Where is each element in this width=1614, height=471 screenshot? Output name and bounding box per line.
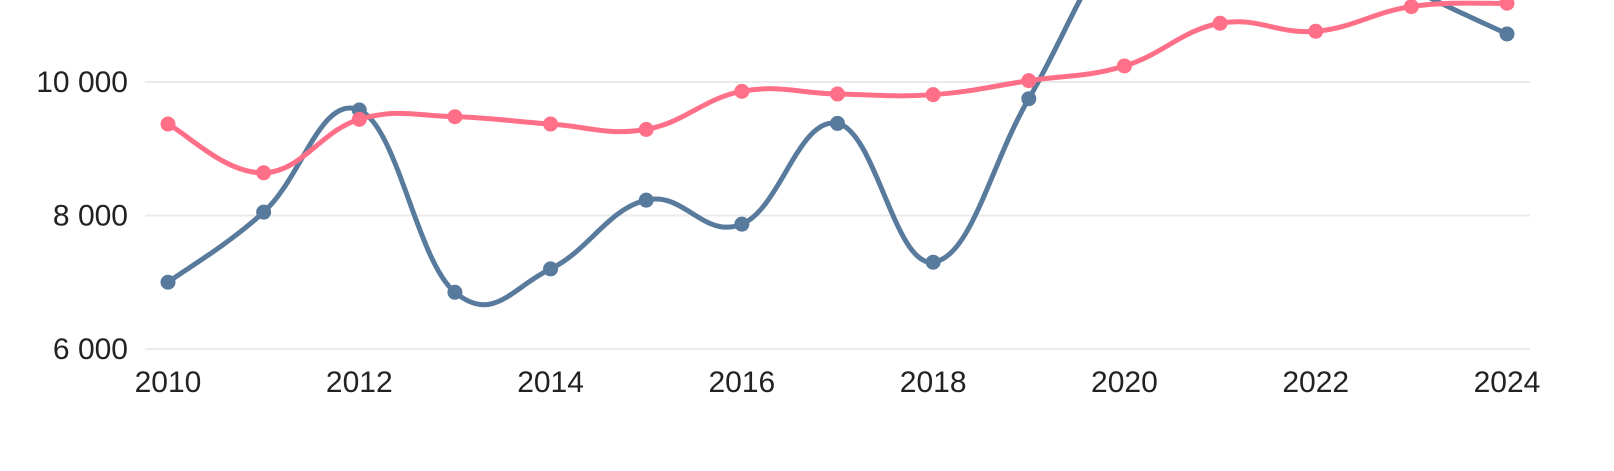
- series-2-point-2018: [925, 87, 941, 103]
- series-2-point-2011: [256, 165, 272, 181]
- series-2-point-2010: [160, 116, 176, 132]
- series-2-point-2016: [734, 83, 750, 99]
- x-tick-label-2024: 2024: [1474, 366, 1541, 399]
- series-1-point-2014: [543, 261, 559, 277]
- series-2-point-2015: [638, 121, 654, 137]
- series-2-point-2013: [447, 109, 463, 125]
- series-1-point-2011: [256, 204, 272, 220]
- series-2: [160, 0, 1515, 181]
- series-1-point-2010: [160, 274, 176, 290]
- series-1-line: [165, 0, 1510, 308]
- series-1: [160, 0, 1515, 308]
- series-2-point-2017: [830, 86, 845, 102]
- series-2-point-2014: [543, 116, 559, 132]
- series-1-point-2016: [734, 216, 750, 232]
- series-2-point-2023: [1403, 0, 1419, 15]
- y-tick-label-2: 10 000: [36, 66, 128, 99]
- series-2-point-2019: [1021, 73, 1037, 89]
- series-1-point-2018: [925, 254, 941, 270]
- series-layer: [160, 0, 1515, 308]
- series-2-point-2020: [1116, 58, 1132, 74]
- series-1-point-2017: [830, 115, 845, 131]
- series-1-point-2013: [447, 284, 463, 300]
- x-tick-label-2014: 2014: [517, 366, 584, 399]
- series-2-point-2012: [351, 111, 367, 127]
- series-1-point-2019: [1021, 91, 1037, 107]
- series-1-point-2015: [638, 192, 654, 208]
- series-2-point-2022: [1308, 23, 1324, 39]
- y-tick-label-0: 6 000: [53, 333, 128, 366]
- x-axis-ticks: 2010 2012 2014 2016 2018 2020 2022 2024: [135, 366, 1541, 399]
- series-2-point-2021: [1212, 15, 1228, 31]
- x-tick-label-2018: 2018: [900, 366, 967, 399]
- y-tick-label-1: 8 000: [53, 200, 128, 233]
- x-tick-label-2020: 2020: [1091, 366, 1158, 399]
- x-tick-label-2010: 2010: [135, 366, 202, 399]
- x-tick-label-2022: 2022: [1282, 366, 1349, 399]
- series-2-point-2024: [1499, 0, 1515, 11]
- y-axis-ticks: 6 000 8 000 10 000: [36, 66, 128, 366]
- series-1-point-2024: [1499, 26, 1515, 42]
- x-tick-label-2012: 2012: [326, 366, 393, 399]
- gridlines: [145, 81, 1530, 350]
- x-tick-label-2016: 2016: [708, 366, 775, 399]
